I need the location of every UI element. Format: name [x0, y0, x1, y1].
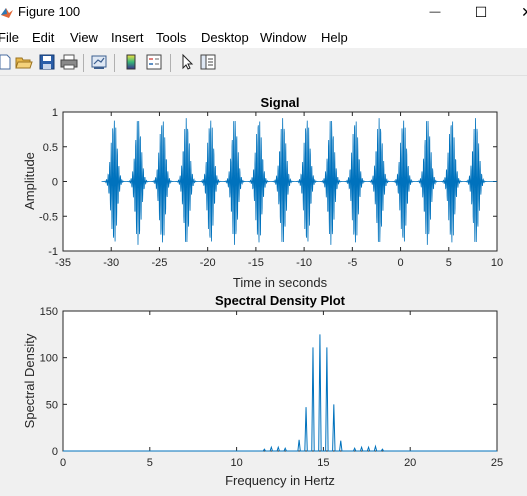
signal-ytick-label: 1 — [52, 107, 58, 119]
edit-plot-arrow-icon[interactable] — [178, 53, 196, 71]
print-icon[interactable] — [60, 53, 78, 71]
signal-xtick-label: 10 — [491, 257, 503, 269]
signal-xtick-label: -25 — [151, 257, 167, 269]
signal-ytick-label: 0.5 — [43, 142, 58, 154]
spectral-axes-background[interactable] — [63, 311, 497, 451]
signal-xtick-label: 5 — [446, 257, 452, 269]
save-icon[interactable] — [38, 53, 56, 71]
toolbar-separator — [170, 54, 171, 72]
close-icon: ✕ — [521, 4, 527, 21]
link-plot-icon[interactable] — [90, 53, 108, 71]
menu-tools[interactable]: Tools — [156, 30, 186, 45]
signal-xtick-label: -30 — [103, 257, 119, 269]
figure-canvas: Signal Time in seconds Amplitude -35 -30 -… — [0, 76, 527, 491]
spectral-xlabel: Frequency in Hertz — [225, 473, 335, 488]
signal-axes: Signal Time in seconds Amplitude -35 -30 -… — [22, 95, 503, 290]
menu-insert[interactable]: Insert — [111, 30, 144, 45]
spectral-title: Spectral Density Plot — [215, 293, 346, 308]
minimize-icon: — — [430, 6, 441, 18]
signal-ytick-label: -0.5 — [39, 211, 58, 223]
spectral-xtick-label: 15 — [317, 457, 329, 469]
figure-plots: Signal Time in seconds Amplitude -35 -30 -… — [0, 76, 527, 491]
menu-bar: File Edit View Insert Tools Desktop Wind… — [0, 26, 527, 48]
signal-ytick-label: -1 — [48, 246, 58, 258]
menu-file[interactable]: File — [0, 30, 19, 45]
spectral-ytick-label: 150 — [40, 306, 58, 318]
colorbar-icon[interactable] — [122, 53, 140, 71]
spectral-ytick-label: 0 — [52, 446, 58, 458]
spectral-ytick-label: 50 — [46, 399, 58, 411]
spectral-ylabel: Spectral Density — [22, 333, 37, 428]
signal-xtick-label: 0 — [397, 257, 403, 269]
signal-ytick-label: 0 — [52, 177, 58, 189]
menu-view[interactable]: View — [70, 30, 98, 45]
signal-xtick-label: -5 — [347, 257, 357, 269]
maximize-icon: ☐ — [475, 4, 488, 21]
menu-desktop[interactable]: Desktop — [201, 30, 249, 45]
window-title: Figure 100 — [18, 4, 80, 19]
spectral-xtick-label: 10 — [230, 457, 242, 469]
signal-xtick-label: -20 — [200, 257, 216, 269]
legend-icon[interactable] — [145, 53, 163, 71]
signal-ylabel: Amplitude — [22, 152, 37, 210]
minimize-button[interactable]: — — [413, 0, 457, 24]
toolbar-separator — [83, 54, 84, 72]
window-titlebar: Figure 100 — ☐ ✕ — [0, 0, 527, 26]
toolbar-separator — [114, 54, 115, 72]
spectral-xtick-label: 25 — [491, 457, 503, 469]
figure-toolbar — [0, 49, 527, 76]
matlab-logo-icon — [0, 5, 14, 19]
property-inspector-icon[interactable] — [199, 53, 217, 71]
signal-title: Signal — [260, 95, 299, 110]
spectral-ytick-label: 100 — [40, 353, 58, 365]
open-file-icon[interactable] — [15, 53, 33, 71]
spectral-axes: Spectral Density Plot Frequency in Hertz… — [22, 293, 503, 488]
new-figure-icon[interactable] — [0, 53, 14, 71]
spectral-xtick-label: 20 — [404, 457, 416, 469]
maximize-button[interactable]: ☐ — [459, 0, 503, 24]
signal-xtick-label: -35 — [55, 257, 71, 269]
menu-window[interactable]: Window — [260, 30, 306, 45]
signal-xlabel: Time in seconds — [233, 275, 328, 290]
signal-xtick-label: -10 — [296, 257, 312, 269]
spectral-xtick-label: 0 — [60, 457, 66, 469]
menu-help[interactable]: Help — [321, 30, 348, 45]
close-button[interactable]: ✕ — [505, 0, 527, 24]
spectral-xtick-label: 5 — [147, 457, 153, 469]
signal-xtick-label: -15 — [248, 257, 264, 269]
menu-edit[interactable]: Edit — [32, 30, 54, 45]
